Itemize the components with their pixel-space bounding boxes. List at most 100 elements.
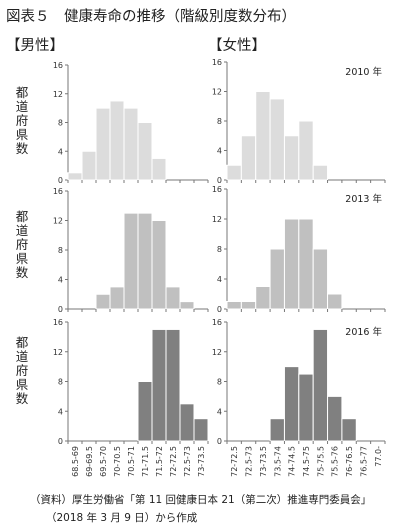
x-tick-label: 74.5-75 [302,446,311,477]
bar [137,122,153,181]
x-tick-label: 76.5-77 [359,446,368,477]
y-axis-label-row2: 都道府県数 [15,209,29,280]
bar [137,381,153,442]
year-label: 2013 年 [345,193,382,205]
x-tick-label: 74-74.5 [288,446,297,477]
bar [109,286,125,310]
bar [240,301,257,310]
bar [327,395,343,442]
bar [312,164,329,181]
bar [179,301,195,310]
y-tick-label: 16 [53,187,63,196]
bar [109,100,125,181]
bar [312,248,329,310]
y-tick-label: 12 [212,348,222,357]
x-tick-label: 72.5-73 [245,446,254,477]
y-tick-label: 12 [53,348,63,357]
bar [137,212,153,310]
bar [298,218,314,310]
y-axis-label-row1: 都道府県数 [15,85,29,156]
x-tick-label: 71.5-72 [155,446,164,477]
x-tick-label: 73-73.5 [197,446,206,477]
x-tick-label: 70.5-71 [127,446,136,477]
x-tick-label: 72.5-73 [183,446,192,477]
y-tick-label: 0 [58,305,63,314]
y-tick-label: 4 [217,407,222,416]
bar [165,328,181,442]
y-tick-label: 4 [217,147,222,156]
year-label: 2016 年 [345,326,382,338]
female-section-label: 【女性】 [208,38,266,54]
y-tick-label: 8 [58,378,63,387]
bar [283,218,300,310]
y-tick-label: 0 [217,305,222,314]
y-tick-label: 0 [217,176,222,185]
bar [255,91,271,181]
x-tick-label: 71-71.5 [141,446,150,477]
y-tick-label: 4 [58,407,63,416]
bar [312,328,329,442]
y-tick-label: 12 [212,88,222,97]
bar [95,107,111,181]
bar [269,418,285,442]
year-label: 2010 年 [345,66,382,78]
y-axis-label-row3: 都道府県数 [15,335,29,406]
y-tick-label: 16 [212,58,222,67]
bar [193,418,209,442]
y-tick-label: 12 [212,215,222,224]
y-tick-label: 0 [58,437,63,446]
x-tick-label: 73-73.5 [259,446,268,477]
bar [151,157,167,181]
y-tick-label: 8 [58,246,63,255]
x-tick-label: 73.5-74 [273,446,282,477]
bar [95,293,111,310]
y-tick-label: 16 [212,318,222,327]
x-tick-label: 76-76.5 [345,446,354,477]
x-tick-label: 70-70.5 [113,446,122,477]
x-tick-label: 72-72.5 [169,446,178,477]
bar [240,135,257,181]
y-tick-label: 16 [212,185,222,194]
bar [81,150,97,181]
x-tick-label: 72-72.5 [230,446,239,477]
bar [298,373,314,442]
y-tick-label: 4 [58,276,63,285]
bar [283,135,300,181]
y-tick-label: 12 [53,90,63,99]
bar [179,403,195,442]
y-tick-label: 8 [217,117,222,126]
bar [255,286,271,310]
bar [226,164,242,181]
bar [226,301,242,310]
x-tick-label: 77.0- [374,446,383,467]
y-tick-label: 8 [217,378,222,387]
source-note-line2: （2018 年 3 月 9 日）から作成 [46,512,198,524]
bar [151,328,167,442]
x-tick-label: 68.5-69 [71,446,80,477]
y-tick-label: 16 [53,61,63,70]
bar [327,293,343,310]
y-tick-label: 8 [58,119,63,128]
y-tick-label: 4 [58,147,63,156]
bar [298,120,314,181]
x-tick-label: 69-69.5 [85,446,94,477]
y-tick-label: 4 [217,275,222,284]
bar [123,107,139,181]
x-tick-label: 69.5-70 [99,446,108,477]
y-tick-label: 8 [217,245,222,254]
bar [123,212,139,310]
bar [151,220,167,310]
bar [165,286,181,310]
bar [341,418,357,442]
x-tick-label: 75-75.5 [316,446,325,477]
source-note-line1: （資料）厚生労働省「第 11 回健康日本 21（第二次）推進専門委員会」 [30,494,372,506]
male-section-label: 【男性】 [6,38,64,54]
bar [269,98,285,181]
bar [269,248,285,310]
y-tick-label: 12 [53,217,63,226]
page-title: 図表５ 健康寿命の推移（階級別度数分布） [6,9,296,25]
y-tick-label: 0 [217,437,222,446]
x-tick-label: 75.5-76 [331,446,340,477]
bar [283,366,300,442]
